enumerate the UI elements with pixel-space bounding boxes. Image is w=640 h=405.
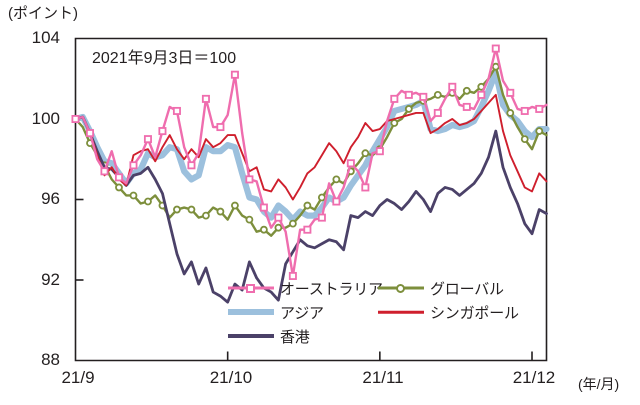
legend-item-asia: アジア [228,302,378,323]
y-tick-96: 96 [41,189,60,208]
legend-label-asia: アジア [280,304,324,322]
y-tick-92: 92 [41,269,60,289]
y-tick-100: 100 [31,108,60,128]
legend-label-singapore: シンガポール [430,304,519,322]
legend-swatch-singapore [378,305,424,319]
rebase-annotation: 2021年9月3日＝100 [92,50,237,67]
legend-label-hongkong: 香港 [280,328,310,346]
chart-legend: オーストラリア グローバル アジア シンガポール 香港 [228,276,540,348]
y-tick-104: 104 [31,28,60,47]
legend-swatch-hongkong [228,329,274,343]
legend-item-australia: オーストラリア [228,278,383,299]
legend-item-hongkong: 香港 [228,326,378,347]
x-tick-21-10: 21/10 [209,368,253,387]
legend-swatch-australia [228,281,274,295]
legend-swatch-asia [228,305,274,319]
legend-item-global: グローバル [378,278,540,299]
x-tick-21-12: 21/12 [512,368,556,387]
legend-item-singapore: シンガポール [378,302,540,323]
x-tick-21-11: 21/11 [362,368,404,387]
legend-label-global: グローバル [430,280,504,298]
y-axis-unit-label: (ポイント) [8,5,78,22]
y-tick-88: 88 [41,350,60,369]
x-axis-unit-label: (年/月) [578,376,620,392]
x-tick-21-9: 21/9 [61,368,95,387]
legend-label-australia: オーストラリア [280,280,383,298]
legend-swatch-global [378,281,424,295]
